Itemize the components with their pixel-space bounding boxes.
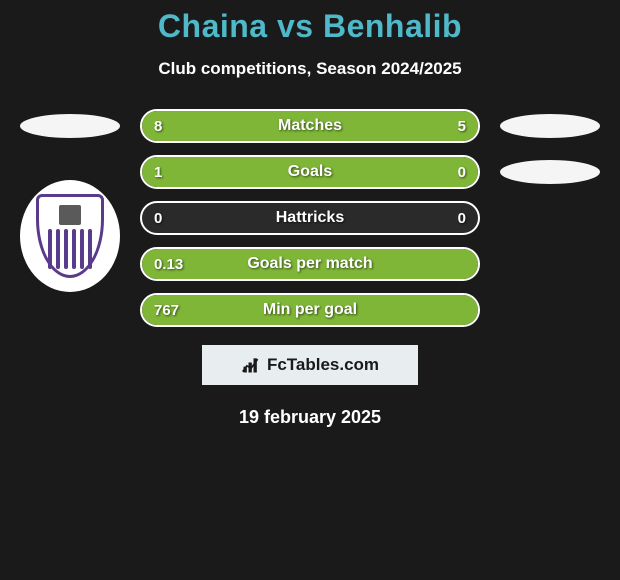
- stat-label: Goals per match: [142, 249, 478, 279]
- brand-text: FcTables.com: [267, 355, 379, 375]
- bar-chart-icon: [241, 355, 261, 375]
- stat-bar: 1 Goals 0: [140, 155, 480, 189]
- stat-row: 8 Matches 5: [0, 109, 620, 143]
- crest-shield: [36, 194, 104, 278]
- stat-bar: 0 Hattricks 0: [140, 201, 480, 235]
- placeholder-ellipse: [20, 114, 120, 138]
- stat-value-right: 5: [458, 111, 466, 141]
- comparison-infographic: Chaina vs Benhalib Club competitions, Se…: [0, 0, 620, 428]
- stat-bar: 0.13 Goals per match: [140, 247, 480, 281]
- title: Chaina vs Benhalib: [0, 8, 620, 45]
- stat-label: Min per goal: [142, 295, 478, 325]
- title-player2: Benhalib: [323, 8, 462, 44]
- stat-value-right: 0: [458, 157, 466, 187]
- left-team-crest: [20, 180, 120, 292]
- right-team-placeholder: [500, 160, 600, 184]
- right-team-placeholder: [500, 114, 600, 138]
- placeholder-ellipse: [500, 114, 600, 138]
- stat-label: Hattricks: [142, 203, 478, 233]
- brand-badge: FcTables.com: [202, 345, 418, 385]
- crest-circle: [20, 180, 120, 292]
- stat-value-right: 0: [458, 203, 466, 233]
- subtitle: Club competitions, Season 2024/2025: [0, 59, 620, 79]
- stat-label: Matches: [142, 111, 478, 141]
- left-team-placeholder: [20, 114, 120, 138]
- crest-emblem-top: [43, 201, 97, 229]
- stat-bar: 8 Matches 5: [140, 109, 480, 143]
- crest-stripes: [39, 229, 101, 269]
- placeholder-ellipse: [500, 160, 600, 184]
- castle-icon: [59, 205, 81, 225]
- stat-bar: 767 Min per goal: [140, 293, 480, 327]
- stat-label: Goals: [142, 157, 478, 187]
- date-text: 19 february 2025: [0, 407, 620, 428]
- stat-row: 767 Min per goal: [0, 293, 620, 327]
- title-player1: Chaina: [158, 8, 268, 44]
- title-vs: vs: [277, 8, 314, 44]
